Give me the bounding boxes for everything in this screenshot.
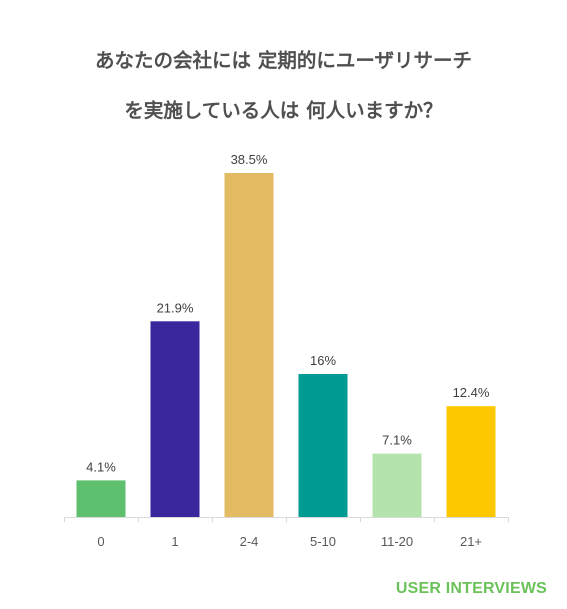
- data-label-1: 21.9%: [157, 300, 194, 315]
- bar-1: [150, 321, 200, 517]
- data-label-11-20: 7.1%: [382, 433, 412, 448]
- user-interviews-logo-text: USER INTERVIEWS: [395, 580, 547, 597]
- bar-5-10: [298, 374, 348, 517]
- x-tick-label-21+: 21+: [460, 534, 482, 549]
- chart-title-line-2: を実施している人は 何人いますか？: [124, 99, 443, 122]
- x-tick-label-0: 0: [97, 534, 104, 549]
- x-tick-label-5-10: 5-10: [310, 534, 336, 549]
- bar-group: [76, 173, 496, 517]
- bar-11-20: [372, 453, 422, 517]
- x-tick-label-2-4: 2-4: [240, 534, 259, 549]
- bar-21+: [446, 406, 496, 517]
- data-label-5-10: 16%: [310, 353, 336, 368]
- data-label-0: 4.1%: [86, 459, 116, 474]
- data-label-2-4: 38.5%: [231, 152, 268, 167]
- chart-title-line-1: あなたの会社には 定期的にユーザリサーチ: [95, 49, 472, 72]
- x-tick-group: [64, 517, 509, 522]
- x-tick-label-group: 0 1 2-4 5-10 11-20 21+: [97, 534, 482, 549]
- data-label-group: 4.1% 21.9% 38.5% 16% 7.1% 12.4%: [86, 152, 490, 474]
- data-label-21+: 12.4%: [453, 385, 490, 400]
- bar-2-4: [224, 173, 274, 517]
- x-tick-label-1: 1: [171, 534, 178, 549]
- x-tick-label-11-20: 11-20: [381, 534, 413, 549]
- bar-0: [76, 480, 126, 517]
